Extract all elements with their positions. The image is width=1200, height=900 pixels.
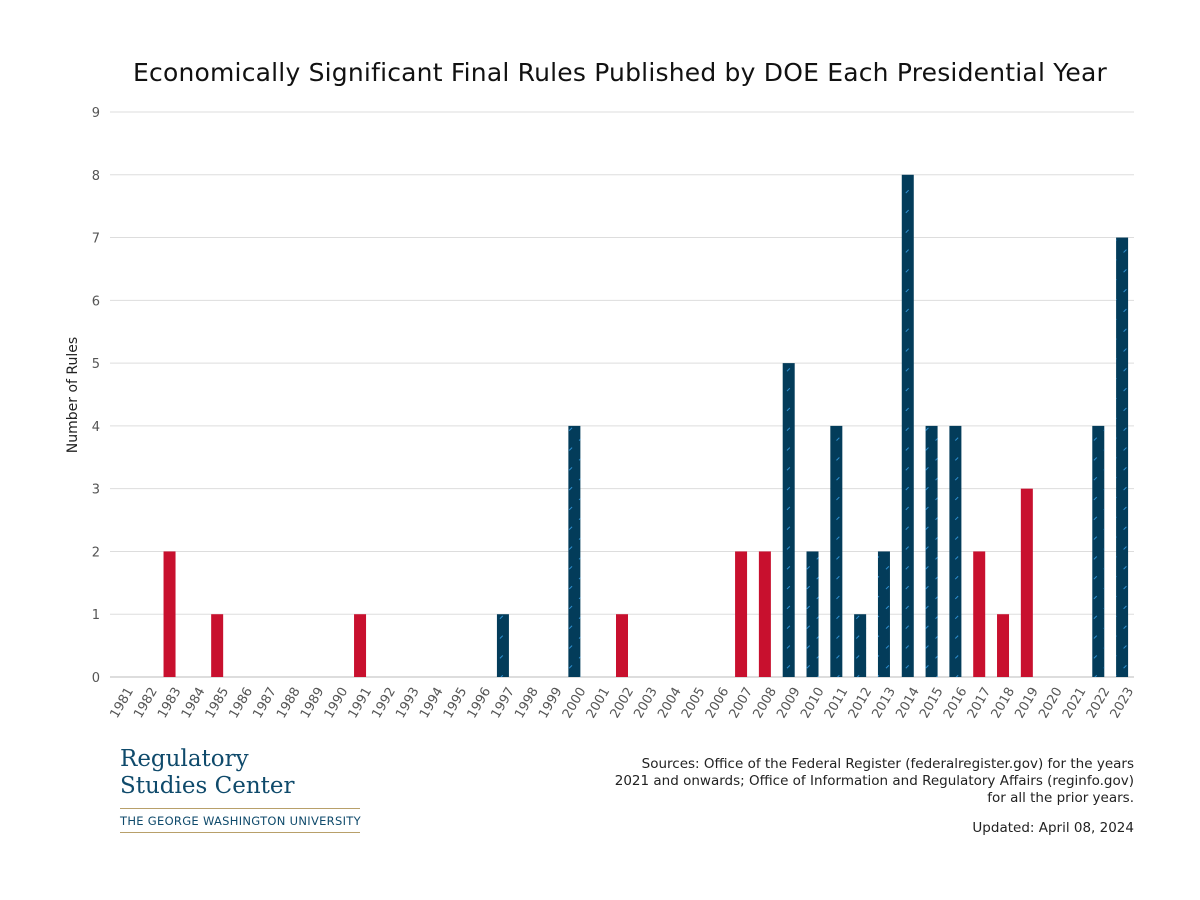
- x-tick-label: 2021: [1060, 685, 1090, 721]
- y-tick-label: 0: [92, 671, 100, 686]
- sources-note: Sources: Office of the Federal Register …: [614, 756, 1134, 806]
- x-tick-label: 2000: [560, 685, 590, 721]
- x-axis-ticks: 1981198219831984198519861987198819891990…: [107, 685, 1137, 721]
- y-tick-label: 8: [92, 169, 100, 184]
- bar-hatch-2016: [949, 425, 962, 677]
- bar-1985: [211, 614, 224, 677]
- x-tick-label: 2005: [679, 685, 709, 721]
- bar-hatch-2000: [568, 425, 581, 677]
- x-tick-label: 2002: [608, 685, 638, 721]
- x-tick-label: 2004: [655, 685, 685, 721]
- x-tick-label: 2007: [727, 685, 757, 721]
- y-axis-title: Number of Rules: [65, 337, 81, 453]
- bar-hatch-2009: [782, 363, 795, 677]
- x-tick-label: 2008: [750, 685, 780, 721]
- bar-1991: [354, 614, 367, 677]
- logo-line-1: Regulatory: [120, 746, 249, 772]
- bar-hatch-2013: [877, 551, 890, 677]
- x-tick-label: 2012: [846, 685, 876, 721]
- y-tick-label: 7: [92, 232, 100, 247]
- logo-university: THE GEORGE WASHINGTON UNIVERSITY: [120, 814, 361, 828]
- bar-hatch-2014: [901, 174, 914, 677]
- bar-2007: [735, 551, 748, 677]
- x-tick-label: 1992: [369, 685, 399, 721]
- x-tick-label: 2010: [798, 685, 828, 721]
- bar-2017: [973, 551, 986, 677]
- y-axis-ticks: 0 1 2 3 4 5 6 7 8 9: [92, 106, 100, 686]
- bar-hatch-1997: [496, 614, 509, 677]
- y-tick-label: 6: [92, 294, 100, 309]
- x-tick-label: 2009: [774, 685, 804, 721]
- x-tick-label: 2006: [703, 685, 733, 721]
- x-tick-label: 1998: [512, 685, 542, 721]
- x-tick-label: 1997: [488, 685, 518, 721]
- bar-hatch-2015: [925, 425, 938, 677]
- x-tick-label: 1991: [346, 685, 376, 721]
- x-tick-label: 1990: [322, 685, 352, 721]
- logo-line-2: Studies Center: [120, 773, 295, 799]
- x-tick-label: 1984: [179, 685, 209, 721]
- bar-hatch-2023: [1116, 237, 1129, 678]
- y-tick-label: 5: [92, 357, 100, 372]
- x-tick-label: 1989: [298, 685, 328, 721]
- bar-hatch-2011: [830, 425, 843, 677]
- bar-2018: [997, 614, 1010, 677]
- x-tick-label: 2022: [1084, 685, 1114, 721]
- x-tick-label: 2023: [1108, 685, 1138, 721]
- x-tick-label: 1993: [393, 685, 423, 721]
- x-tick-label: 2019: [1012, 685, 1042, 721]
- x-tick-label: 1987: [250, 685, 280, 721]
- logo-divider: [120, 808, 360, 809]
- bar-hatch-2010: [806, 551, 819, 677]
- y-tick-label: 4: [92, 420, 100, 435]
- x-tick-label: 2015: [917, 685, 947, 721]
- x-tick-label: 1999: [536, 685, 566, 721]
- updated-date: Updated: April 08, 2024: [972, 820, 1134, 836]
- x-tick-label: 1981: [107, 685, 137, 721]
- y-tick-label: 9: [92, 106, 100, 121]
- x-tick-label: 1985: [203, 685, 233, 721]
- bar-2019: [1020, 488, 1033, 677]
- x-tick-label: 2001: [584, 685, 614, 721]
- x-tick-label: 2017: [965, 685, 995, 721]
- logo-divider-bottom: [120, 832, 360, 833]
- x-tick-label: 1988: [274, 685, 304, 721]
- y-tick-label: 1: [92, 608, 100, 623]
- bar-2002: [616, 614, 628, 677]
- bars: [163, 174, 1129, 678]
- x-tick-label: 1994: [417, 685, 447, 721]
- x-tick-label: 2014: [893, 685, 923, 721]
- x-tick-label: 2011: [822, 685, 852, 721]
- chart-title: Economically Significant Final Rules Pub…: [133, 58, 1107, 87]
- x-tick-label: 1982: [131, 685, 161, 721]
- x-tick-label: 2020: [1036, 685, 1066, 721]
- x-tick-label: 1995: [441, 685, 471, 721]
- x-tick-label: 1996: [465, 685, 495, 721]
- y-tick-label: 3: [92, 483, 100, 498]
- x-tick-label: 2018: [989, 685, 1019, 721]
- bar-hatch-2012: [854, 614, 867, 677]
- bar-1983: [163, 551, 176, 677]
- x-tick-label: 1983: [155, 685, 185, 721]
- x-tick-label: 2016: [941, 685, 971, 721]
- y-tick-label: 2: [92, 545, 100, 560]
- x-tick-label: 2013: [869, 685, 899, 721]
- logo: Regulatory Studies Center THE GEORGE WAS…: [120, 746, 361, 833]
- x-tick-label: 1986: [227, 685, 257, 721]
- bar-2008: [758, 551, 771, 677]
- x-tick-label: 2003: [631, 685, 661, 721]
- bar-hatch-2022: [1092, 425, 1105, 677]
